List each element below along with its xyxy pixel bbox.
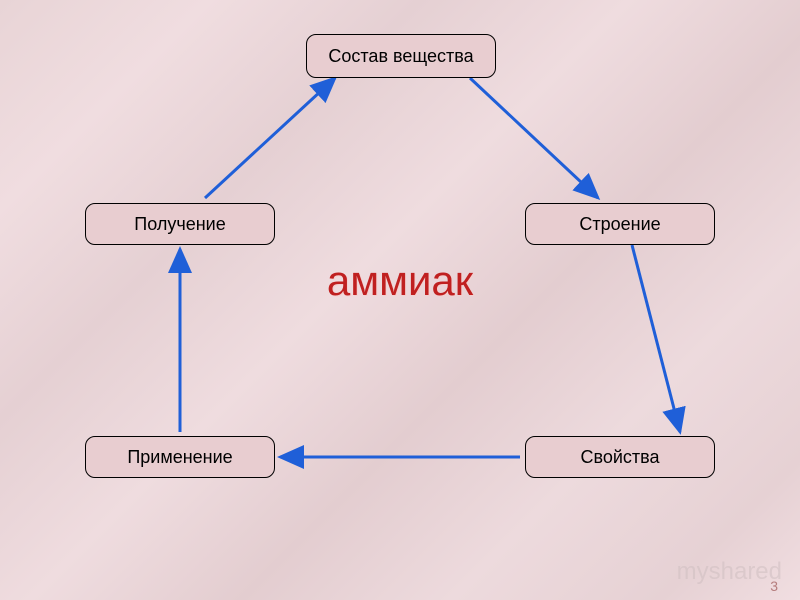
edge-structure-to-properties — [632, 245, 680, 432]
page-number-text: 3 — [770, 578, 778, 594]
watermark-text: myshared — [677, 558, 782, 585]
node-label: Получение — [134, 214, 225, 235]
node-application: Применение — [85, 436, 275, 478]
center-title-text: аммиак — [327, 257, 473, 304]
edge-obtaining-to-composition — [205, 78, 335, 198]
node-composition: Состав вещества — [306, 34, 496, 78]
diagram-canvas: Состав вещества Строение Свойства Применени… — [0, 0, 800, 600]
node-properties: Свойства — [525, 436, 715, 478]
watermark: myshared — [677, 558, 782, 586]
center-title: аммиак — [300, 257, 500, 305]
node-label: Применение — [127, 447, 232, 468]
page-number: 3 — [770, 578, 778, 594]
edge-composition-to-structure — [470, 78, 598, 198]
node-label: Свойства — [580, 447, 659, 468]
node-label: Строение — [579, 214, 660, 235]
node-obtaining: Получение — [85, 203, 275, 245]
node-label: Состав вещества — [328, 46, 473, 67]
node-structure: Строение — [525, 203, 715, 245]
